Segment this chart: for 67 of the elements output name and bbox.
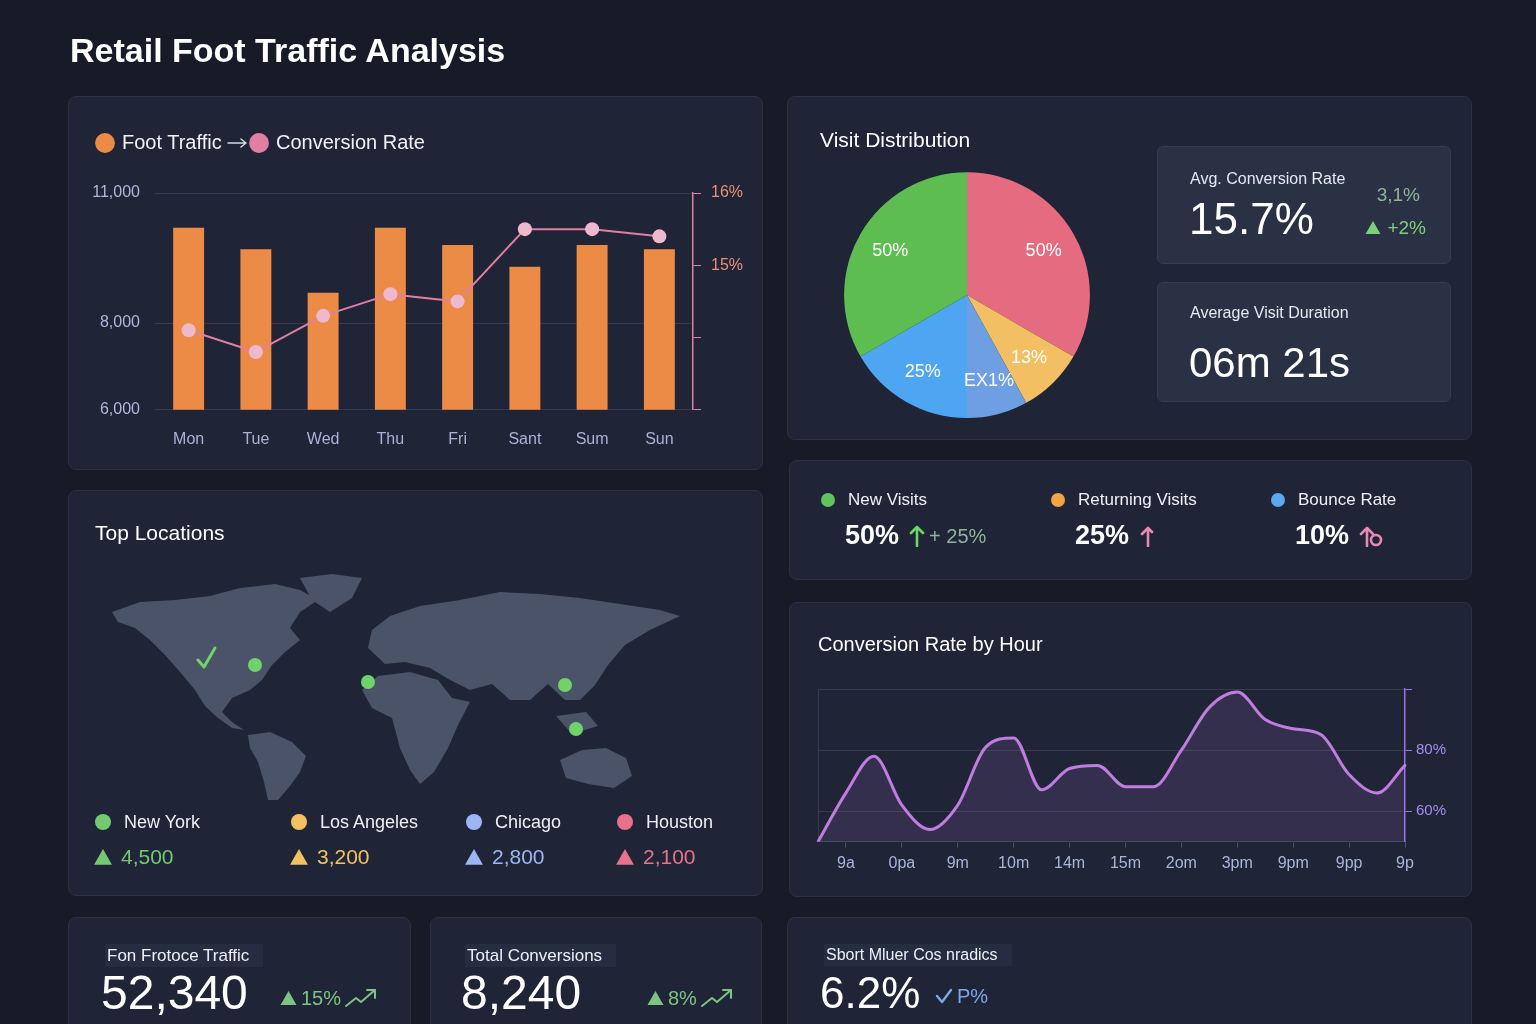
text: Retail Foot Traffic Analysis — [70, 31, 506, 69]
data-label: EX1% — [963, 369, 1015, 390]
x-tick-label: Wed — [306, 429, 340, 447]
category-label: New York — [124, 812, 201, 832]
y-tick-label: 80% — [1416, 740, 1447, 758]
text: Avg. Conversion Rate — [1190, 170, 1346, 187]
text: Top Locations — [95, 521, 225, 544]
x-tick-label: 14m — [1054, 853, 1086, 871]
x-tick-label: 10m — [998, 853, 1030, 871]
text: 15% — [301, 987, 342, 1009]
text: 4,500 — [121, 845, 174, 868]
x-tick-label: Sun — [645, 429, 674, 447]
text: 52,340 — [101, 966, 248, 1019]
y-tick-label: 11,000 — [92, 183, 141, 201]
x-tick-label: Sum — [575, 429, 609, 447]
text: Bounce Rate — [1298, 490, 1397, 509]
text: 2,800 — [492, 845, 545, 868]
data-label: 50% — [1025, 239, 1062, 260]
legend-label: Foot Traffic — [122, 130, 222, 153]
data-label: 25% — [904, 360, 941, 381]
x-tick-label: 15m — [1109, 853, 1142, 871]
x-tick-label: 9a — [837, 853, 855, 871]
chart-title: Visit Distribution — [820, 128, 971, 152]
text: Total Conversions — [465, 944, 617, 967]
text: 15.7% — [1189, 194, 1314, 243]
x-tick-label: Mon — [173, 429, 205, 447]
text: 50% — [845, 520, 900, 550]
text: Sbort Mluer Cos nradics — [824, 944, 1012, 966]
x-tick-label: Tue — [242, 429, 270, 447]
category-label: Houston — [646, 812, 714, 832]
x-tick-label: 9m — [946, 853, 969, 871]
x-tick-label: 9pm — [1277, 853, 1309, 871]
y2-tick-label: 15% — [711, 255, 744, 273]
text: Returning Visits — [1078, 490, 1197, 509]
text: 10% — [1295, 520, 1350, 550]
x-tick-label: 0pa — [888, 853, 916, 871]
data-label: 50% — [872, 239, 909, 260]
y-tick-label: 60% — [1416, 801, 1447, 819]
y2-tick-label: 16% — [711, 183, 744, 201]
chart-title: Conversion Rate by Hour — [818, 632, 1043, 655]
category-label: Los Angeles — [320, 812, 419, 832]
text: 06m 21s — [1189, 339, 1351, 386]
text: 2,100 — [643, 845, 696, 868]
y-tick-label: 6,000 — [99, 400, 141, 418]
x-tick-label: 9p — [1396, 853, 1414, 871]
text: 8% — [668, 987, 697, 1009]
x-tick-label: 2om — [1165, 853, 1197, 871]
category-label: Chicago — [495, 812, 562, 832]
text: P% — [957, 985, 989, 1007]
x-tick-label: Sant — [508, 429, 542, 447]
data-label: 13% — [1010, 347, 1047, 368]
text: 3,200 — [317, 845, 370, 868]
text: Fon Frotoce Traffic — [105, 944, 264, 967]
text: New Visits — [848, 490, 928, 509]
text: 3,1% — [1376, 184, 1420, 205]
text: 8,240 — [461, 966, 582, 1019]
x-tick-label: Fri — [448, 429, 467, 447]
text: 6.2% — [820, 968, 921, 1017]
legend-label: Conversion Rate — [276, 130, 425, 153]
text: +2% — [1387, 217, 1426, 238]
y-tick-label: 8,000 — [99, 313, 141, 331]
x-tick-label: 9pp — [1335, 853, 1363, 871]
text: Average Visit Duration — [1190, 304, 1349, 321]
text: + 25% — [929, 524, 987, 547]
x-tick-label: Thu — [376, 429, 405, 447]
x-tick-label: 3pm — [1221, 853, 1253, 871]
text: 25% — [1075, 520, 1130, 550]
